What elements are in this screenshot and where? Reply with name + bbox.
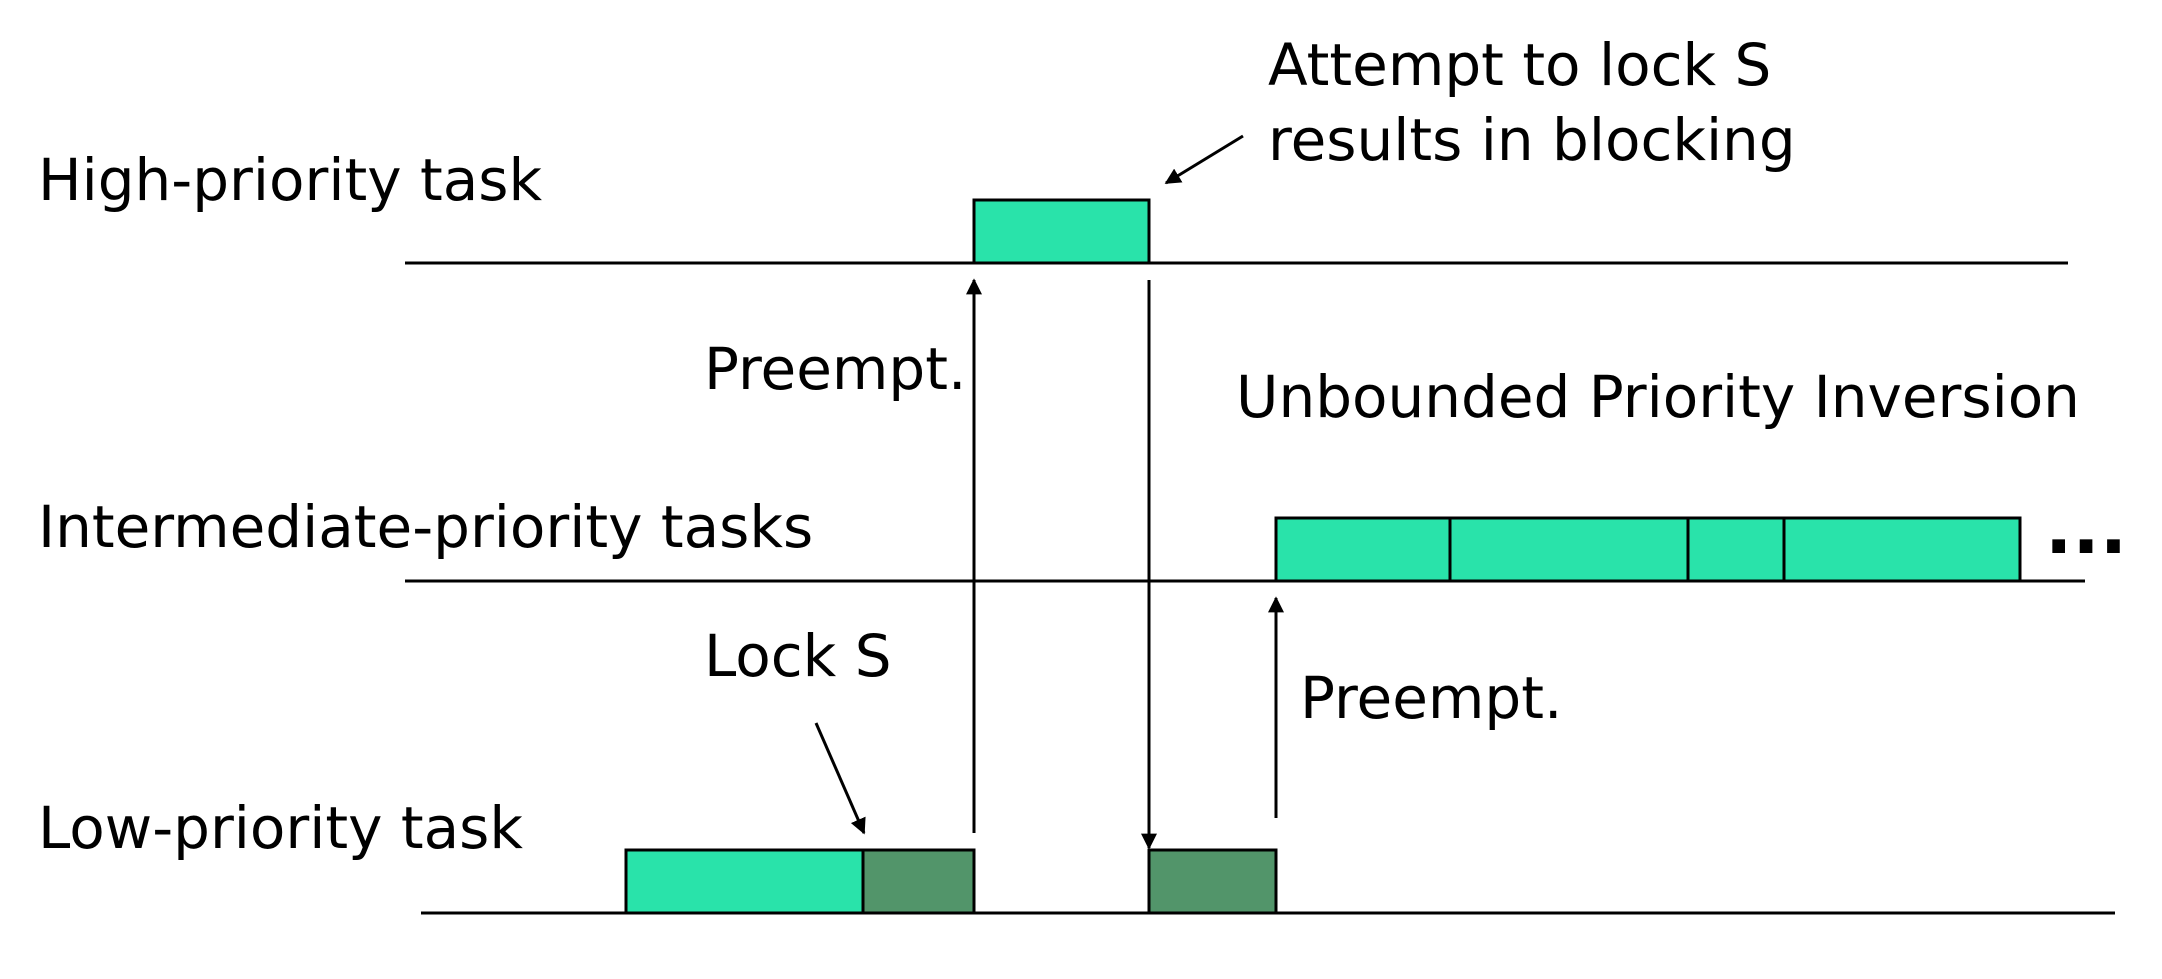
attempt-pointer-arrow — [1164, 134, 1244, 185]
low-critical-section-block — [1147, 848, 1278, 915]
low-task-block — [624, 848, 865, 915]
intermediate-task-block — [1782, 516, 2022, 583]
continuation-ellipsis: ... — [2045, 486, 2127, 570]
intermediate-task-block — [1274, 516, 1452, 583]
preempt-intermediate-text: Preempt. — [1300, 664, 1562, 732]
unbounded-inversion-text: Unbounded Priority Inversion — [1236, 363, 2080, 431]
low-priority-label: Low-priority task — [38, 794, 523, 862]
lock-pointer-arrow — [814, 722, 866, 835]
preempt-high-text: Preempt. — [704, 335, 966, 403]
intermediate-task-block — [1448, 516, 1690, 583]
low-critical-section-block — [861, 848, 976, 915]
high-task-block — [972, 198, 1151, 265]
intermediate-priority-label: Intermediate-priority tasks — [38, 493, 813, 561]
high-priority-label: High-priority task — [38, 146, 542, 214]
results-blocking-text: results in blocking — [1268, 106, 1796, 174]
attempt-lock-text: Attempt to lock S — [1268, 31, 1771, 99]
lock-s-text: Lock S — [704, 622, 892, 690]
intermediate-task-block — [1686, 516, 1786, 583]
